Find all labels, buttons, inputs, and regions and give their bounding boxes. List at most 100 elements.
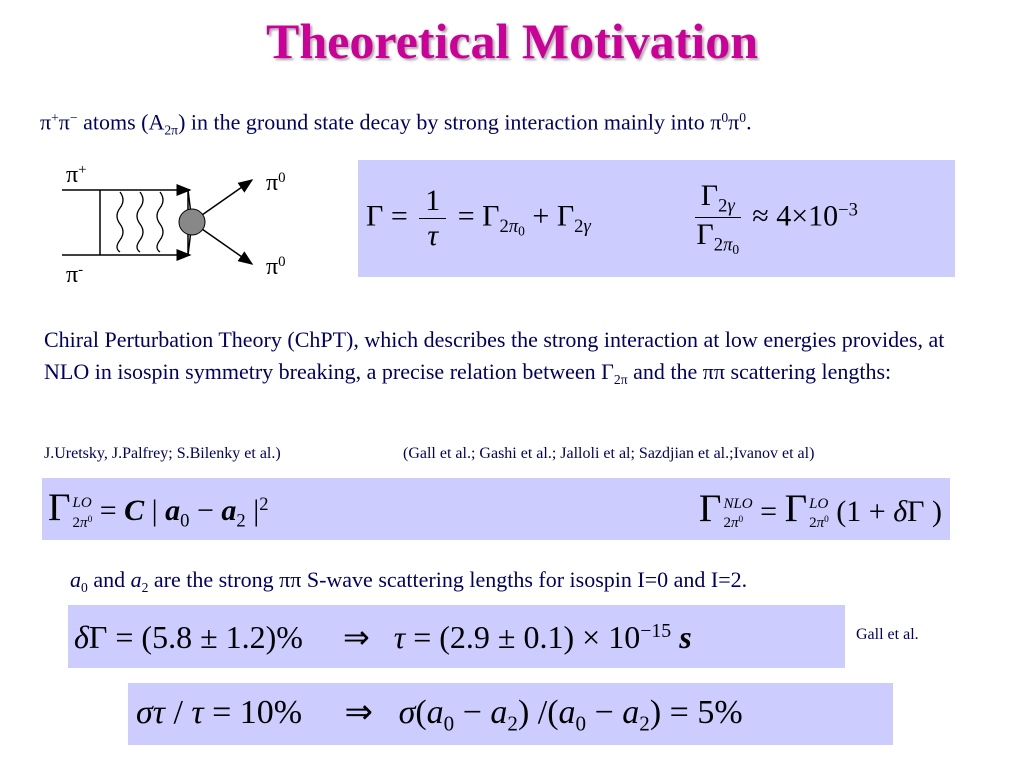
text-run: 0 <box>732 242 740 258</box>
text-run: a <box>70 567 81 592</box>
subscript: 2π0 <box>73 512 93 532</box>
text-run: 2 <box>809 515 817 532</box>
text-run: = 10% ⇒ <box>203 693 399 731</box>
paragraph: a0 and a2 are the strong ππ S-wave scatt… <box>70 564 970 604</box>
text-run: and <box>87 567 131 592</box>
text-run: 0 <box>180 510 190 532</box>
text-run: 2π <box>613 371 628 387</box>
text-run: NLO <box>723 495 753 512</box>
text-run: 0 <box>443 711 455 736</box>
equation-box: Γ LO 2π0 = C | a0 − a2 |2 Γ NLO 2π0 = Γ LO 2π0… <box>42 478 950 540</box>
text-run: a <box>165 494 181 528</box>
text-run: 2 <box>639 711 650 736</box>
symbol: Γ <box>48 486 71 530</box>
text-run: 0 <box>575 711 587 736</box>
text-run: − <box>189 494 222 528</box>
photon <box>156 191 164 253</box>
symbol: Γ <box>698 486 722 530</box>
equation: στ / τ = 10% ⇒ σ(a0 − a2) /(a0 − a2) = 5… <box>136 692 743 736</box>
text-run: + <box>78 162 87 178</box>
text-run: στ <box>136 693 165 731</box>
text-run: | <box>144 494 166 528</box>
feynman-diagram <box>62 179 254 265</box>
text-run: + <box>51 110 59 125</box>
equation: Γ LO 2π0 = C | a0 − a2 |2 <box>48 485 269 533</box>
text-run: 0 <box>738 515 744 526</box>
text-run: − <box>586 693 623 731</box>
text-run: ) = 5% <box>649 693 743 731</box>
reference: (Gall et al.; Gashi et al.; Jalloli et a… <box>403 445 815 462</box>
text-run: Γ = (5.8 ± 1.2)% ⇒ <box>88 618 394 655</box>
text-run: π <box>728 109 740 135</box>
text-run: = <box>752 494 785 528</box>
reference: J.Uretsky, J.Palfrey; S.Bilenky et al.) <box>44 445 281 462</box>
subscript: 2π0 <box>809 512 829 532</box>
numerator: Γ2γ <box>694 178 741 219</box>
text-run: π <box>80 514 88 531</box>
text-run: π <box>723 234 733 256</box>
text-run: 2 <box>718 195 728 217</box>
text-run: Γ = <box>366 199 416 233</box>
text-run: 0 <box>518 223 525 239</box>
subscript: 2π0 <box>723 512 752 532</box>
superscript: LO <box>809 496 829 513</box>
text-run: atoms (A <box>77 109 165 135</box>
paragraph: Chiral Perturbation Theory (ChPT), which… <box>44 324 984 396</box>
text-run: 0 <box>278 170 286 186</box>
text-run: −3 <box>838 199 858 221</box>
text-run: C <box>124 494 145 528</box>
text-run: 2 <box>259 494 269 516</box>
photon <box>116 191 124 253</box>
text-run: ) in the ground state decay by strong in… <box>178 109 722 135</box>
text-run: a <box>622 693 640 731</box>
text-run: are the strong ππ S-wave scattering leng… <box>148 567 748 592</box>
text-run: (1 + <box>828 494 894 528</box>
text-run: ≈ 4×10 <box>744 199 839 233</box>
text-run: − <box>454 693 491 731</box>
text-run: 2 <box>141 579 149 595</box>
text-run: 0 <box>824 515 829 526</box>
text-run: Γ <box>696 218 714 252</box>
text-run: γ <box>583 215 591 237</box>
text-run: and the ππ scattering lengths: <box>627 359 892 384</box>
text-run: = (2.9 ± 0.1) × 10 <box>405 618 641 655</box>
text-run: 2 <box>72 514 81 531</box>
text-run: π <box>66 162 79 189</box>
text-run: π <box>266 254 279 281</box>
text-run: τ <box>191 693 204 731</box>
text-run: 0 <box>81 579 88 595</box>
text-run: − <box>69 110 78 125</box>
text-run: Γ <box>700 178 719 212</box>
text-run: + Γ <box>524 199 575 233</box>
equation: Γ NLO 2π0 = Γ LO 2π0 (1 + δΓ ) <box>699 486 942 532</box>
intro: π+π− atoms (A2π) in the ground state dec… <box>40 102 1000 146</box>
equation-box: δΓ = (5.8 ± 1.2)% ⇒ τ = (2.9 ± 0.1) × 10… <box>68 605 845 668</box>
text-run: - <box>78 262 84 278</box>
vertex <box>178 208 206 236</box>
text-run: ( <box>415 693 427 731</box>
reference: Gall et al. <box>856 626 919 643</box>
text-run: / <box>164 693 192 731</box>
text-run: 0 <box>739 110 747 125</box>
text-run: Chiral Perturbation Theory (ChPT), which… <box>44 327 945 384</box>
text-run: −15 <box>640 619 672 642</box>
text-run: Γ ) <box>907 494 942 528</box>
text-run: ) /( <box>517 693 559 731</box>
denominator: τ <box>427 219 438 253</box>
text-run: τ <box>393 618 406 655</box>
text-run: σ <box>398 693 416 731</box>
label: π- <box>66 262 83 289</box>
numerator: 1 <box>419 184 447 219</box>
fraction: Γ2γ Γ2 π0 <box>694 178 741 259</box>
label: π+ <box>66 162 87 189</box>
text-run: τ <box>427 219 439 252</box>
text-run: γ <box>727 195 735 217</box>
photon <box>136 191 144 253</box>
text-run: LO <box>72 495 92 512</box>
text-run: π <box>66 262 79 289</box>
indices: LO 2π0 <box>73 495 93 531</box>
equation: Γ2γ Γ2 π0 ≈ 4×10−3 <box>691 179 858 259</box>
